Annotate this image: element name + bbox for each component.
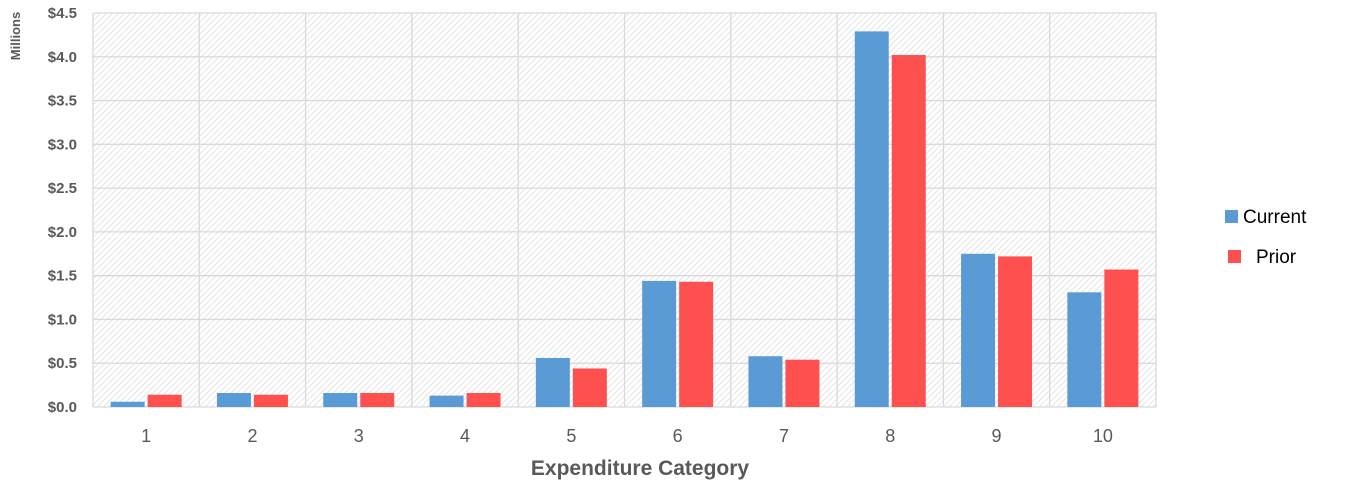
y-tick-label: $1.0	[48, 311, 77, 328]
legend-swatch-prior	[1228, 250, 1241, 263]
bar-current-5	[535, 357, 570, 407]
y-tick-label: $3.0	[48, 136, 77, 153]
bar-prior-4	[466, 392, 501, 407]
x-tick-label: 4	[460, 426, 470, 446]
bar-current-7	[748, 356, 783, 407]
x-axis-label: Expenditure Category	[531, 457, 750, 480]
x-tick-label: 3	[354, 426, 364, 446]
x-tick-label: 10	[1093, 426, 1113, 446]
bar-current-8	[854, 31, 889, 408]
bar-prior-3	[360, 392, 395, 407]
x-tick-label: 8	[885, 426, 895, 446]
bar-current-6	[642, 280, 677, 407]
x-tick-label: 9	[992, 426, 1002, 446]
legend-label-current: Current	[1243, 207, 1307, 228]
legend-label-prior: Prior	[1256, 247, 1297, 268]
x-tick-label: 2	[247, 426, 257, 446]
legend-swatch-current	[1225, 210, 1238, 223]
y-tick-label: $3.5	[48, 93, 77, 110]
y-tick-label: $4.0	[48, 49, 77, 66]
y-tick-label: $0.5	[48, 355, 77, 372]
y-tick-label: $2.0	[48, 224, 77, 241]
legend: Current Prior	[1225, 207, 1307, 268]
x-axis-ticks: 1 2 3 4 5 6 7 8 9 10	[141, 426, 1113, 446]
bar-current-3	[323, 392, 358, 407]
bar-current-9	[961, 253, 996, 407]
x-tick-label: 1	[141, 426, 151, 446]
y-axis-ticks: $0.0 $0.5 $1.0 $1.5 $2.0 $2.5 $3.0 $3.5 $4.0 $4.5	[48, 5, 77, 416]
y-tick-label: $2.5	[48, 180, 77, 197]
x-tick-label: 5	[566, 426, 576, 446]
bar-prior-1	[147, 394, 182, 407]
bar-current-2	[216, 392, 251, 407]
bar-prior-8	[891, 55, 926, 407]
bar-prior-9	[998, 256, 1033, 407]
bar-prior-6	[679, 281, 714, 407]
bars-group	[110, 31, 1139, 408]
bar-current-4	[429, 395, 464, 407]
bar-prior-5	[572, 368, 607, 407]
x-tick-label: 7	[779, 426, 789, 446]
y-axis-label: Millions	[8, 12, 23, 60]
y-tick-label: $0.0	[48, 399, 77, 416]
bar-prior-2	[253, 394, 288, 407]
bar-prior-7	[785, 359, 820, 407]
bar-prior-10	[1104, 269, 1139, 407]
gridlines	[92, 12, 1157, 408]
bar-current-10	[1067, 292, 1102, 407]
x-tick-label: 6	[673, 426, 683, 446]
bar-current-1	[110, 401, 145, 407]
y-tick-label: $4.5	[48, 5, 77, 22]
y-tick-label: $1.5	[48, 268, 77, 285]
